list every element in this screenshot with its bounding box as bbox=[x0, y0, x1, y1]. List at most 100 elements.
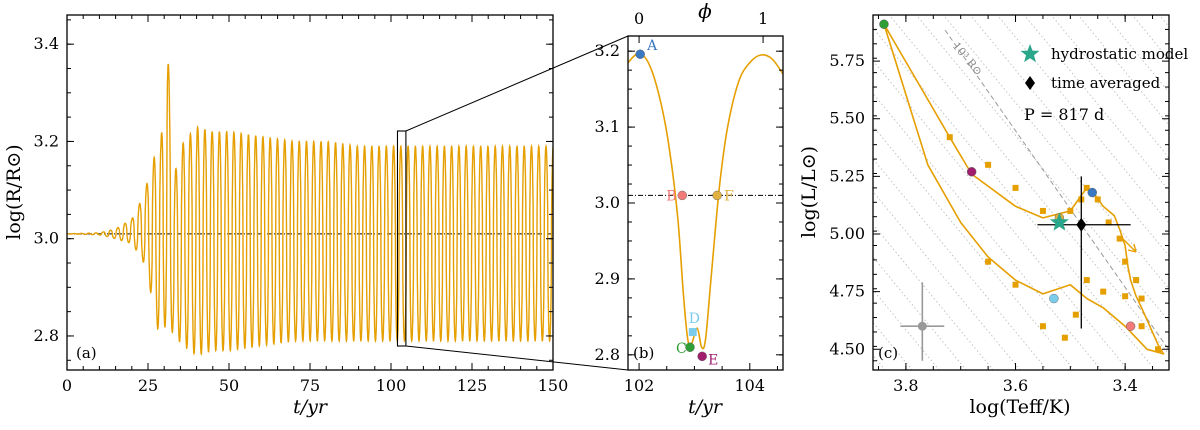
iso-radius-1000-line bbox=[944, 29, 1169, 351]
legend-star-marker bbox=[1020, 44, 1040, 63]
track-square-marker bbox=[1012, 184, 1019, 191]
panel-b-axes: 102 104 0 1 2.8 2.9 3.0 3.1 3.2 bbox=[595, 9, 783, 395]
panel-b-frame bbox=[627, 35, 784, 371]
y-tick-label: 5.25 bbox=[829, 166, 865, 185]
panel-a-plot-area bbox=[67, 63, 553, 356]
track-square-marker bbox=[1133, 277, 1140, 284]
top-tick-label: 0 bbox=[634, 9, 644, 28]
panel-a-frame bbox=[66, 14, 554, 371]
iso-radius-label: 10³ R⊙ bbox=[950, 40, 985, 79]
panel-c-frame bbox=[872, 14, 1170, 371]
track-square-marker bbox=[1094, 196, 1101, 203]
track-square-marker bbox=[985, 258, 992, 265]
x-tick-label: 75 bbox=[300, 376, 320, 395]
track-square-marker bbox=[1012, 281, 1019, 288]
phase-label-A: A bbox=[646, 38, 658, 54]
y-tick-label: 2.9 bbox=[595, 269, 620, 288]
radius-series-line bbox=[67, 63, 553, 356]
iso-radius-line bbox=[1050, 15, 1169, 159]
hr-phase-point-C bbox=[879, 19, 889, 29]
panel-a-axes: 0 25 50 75 100 125 150 2.8 3.0 3.2 3.4 bbox=[34, 15, 569, 395]
y-tick-label: 4.75 bbox=[829, 282, 865, 301]
track-square-marker bbox=[1039, 323, 1046, 330]
phase-label-D: D bbox=[689, 311, 700, 327]
panel-b-plot-area: A B CD E F bbox=[628, 38, 783, 368]
legend-label-hydrostatic: hydrostatic model bbox=[1051, 45, 1188, 63]
y-tick-label: 2.8 bbox=[595, 345, 620, 364]
x-tick-label: 102 bbox=[624, 376, 655, 395]
panel-a-ylabel: log(R/R⊙) bbox=[3, 144, 25, 239]
track-square-marker bbox=[1138, 295, 1145, 302]
y-tick-label: 5.50 bbox=[829, 109, 865, 128]
track-square-marker bbox=[1061, 334, 1068, 341]
iso-radius-line bbox=[873, 289, 940, 370]
panel-a-label: (a) bbox=[76, 344, 97, 362]
panel-b-label: (b) bbox=[633, 344, 654, 362]
track-square-marker bbox=[1122, 293, 1129, 300]
track-square-marker bbox=[1083, 277, 1090, 284]
x-tick-label: 150 bbox=[538, 376, 569, 395]
panel-c-ylabel: log(L/L⊙) bbox=[798, 146, 820, 238]
direction-arrow bbox=[1119, 235, 1137, 253]
y-tick-label: 4.50 bbox=[829, 339, 865, 358]
y-tick-label: 3.2 bbox=[595, 41, 620, 60]
track-square-marker bbox=[1072, 311, 1079, 318]
error-cross-point bbox=[917, 321, 927, 331]
x-tick-label: 3.4 bbox=[1112, 376, 1137, 395]
legend: hydrostatic model time averaged bbox=[1020, 44, 1188, 92]
phase-point-E bbox=[697, 351, 707, 362]
hydrostatic-model-marker bbox=[1049, 212, 1069, 231]
iso-radius-line bbox=[873, 60, 1129, 370]
panel-b-top-axis-label: ϕ bbox=[698, 0, 712, 23]
track-square-marker bbox=[1116, 235, 1123, 242]
iso-radius-line bbox=[888, 15, 1169, 355]
time-averaged-marker bbox=[1076, 217, 1087, 232]
track-square-marker bbox=[946, 134, 953, 141]
x-tick-label: 104 bbox=[735, 376, 766, 395]
track-square-marker bbox=[1100, 288, 1107, 295]
phase-label-B: B bbox=[666, 188, 676, 204]
iso-radius-line bbox=[1178, 5, 1200, 405]
iso-radius-line bbox=[873, 256, 967, 370]
track-square-marker bbox=[1067, 207, 1074, 214]
x-tick-label: 100 bbox=[376, 376, 407, 395]
iso-radius-line bbox=[1104, 15, 1169, 93]
zoom-window-rect bbox=[396, 130, 407, 347]
y-tick-label: 3.4 bbox=[34, 34, 59, 53]
panel-c-plot-area bbox=[873, 5, 1200, 405]
iso-radius-line bbox=[996, 15, 1169, 224]
hr-phase-point-B bbox=[1125, 321, 1136, 331]
iso-radius-line bbox=[873, 125, 1075, 370]
iso-radius-line bbox=[873, 27, 1156, 370]
top-tick-label: 1 bbox=[758, 9, 768, 28]
track-square-marker bbox=[1138, 323, 1145, 330]
track-square-marker bbox=[1083, 184, 1090, 191]
y-tick-label: 3.0 bbox=[595, 193, 620, 212]
x-tick-label: 0 bbox=[62, 376, 72, 395]
phase-point-F bbox=[712, 190, 722, 201]
y-tick-label: 3.2 bbox=[34, 131, 59, 150]
track-square-marker bbox=[1039, 207, 1046, 214]
y-tick-label: 2.8 bbox=[34, 326, 59, 345]
panel-c-axes: 3.8 3.6 3.4 4.50 4.75 5.00 5.25 5.50 5.75 bbox=[829, 14, 1169, 395]
hr-phase-point-E bbox=[966, 167, 977, 177]
zoom-connector-lines bbox=[405, 35, 629, 371]
phase-curve-line bbox=[628, 52, 783, 350]
iso-radius-line bbox=[873, 158, 1048, 370]
phase-point-D bbox=[688, 328, 697, 337]
y-tick-label: 5.75 bbox=[829, 51, 865, 70]
x-tick-label: 3.8 bbox=[893, 376, 918, 395]
x-tick-label: 25 bbox=[138, 376, 158, 395]
zoom-line-top bbox=[405, 35, 629, 132]
x-tick-label: 50 bbox=[219, 376, 239, 395]
x-tick-label: 3.6 bbox=[1003, 376, 1028, 395]
legend-label-time-averaged: time averaged bbox=[1051, 74, 1161, 92]
iso-radius-line bbox=[873, 321, 913, 370]
phase-label-C: C bbox=[676, 341, 687, 357]
phase-point-A bbox=[635, 49, 645, 59]
track-square-marker bbox=[1105, 219, 1112, 226]
panel-a: 0 25 50 75 100 125 150 2.8 3.0 3.2 3.4 (a) t/yr lo… bbox=[3, 14, 569, 418]
y-tick-label: 5.00 bbox=[829, 224, 865, 243]
period-annotation: P = 817 d bbox=[1024, 105, 1104, 124]
